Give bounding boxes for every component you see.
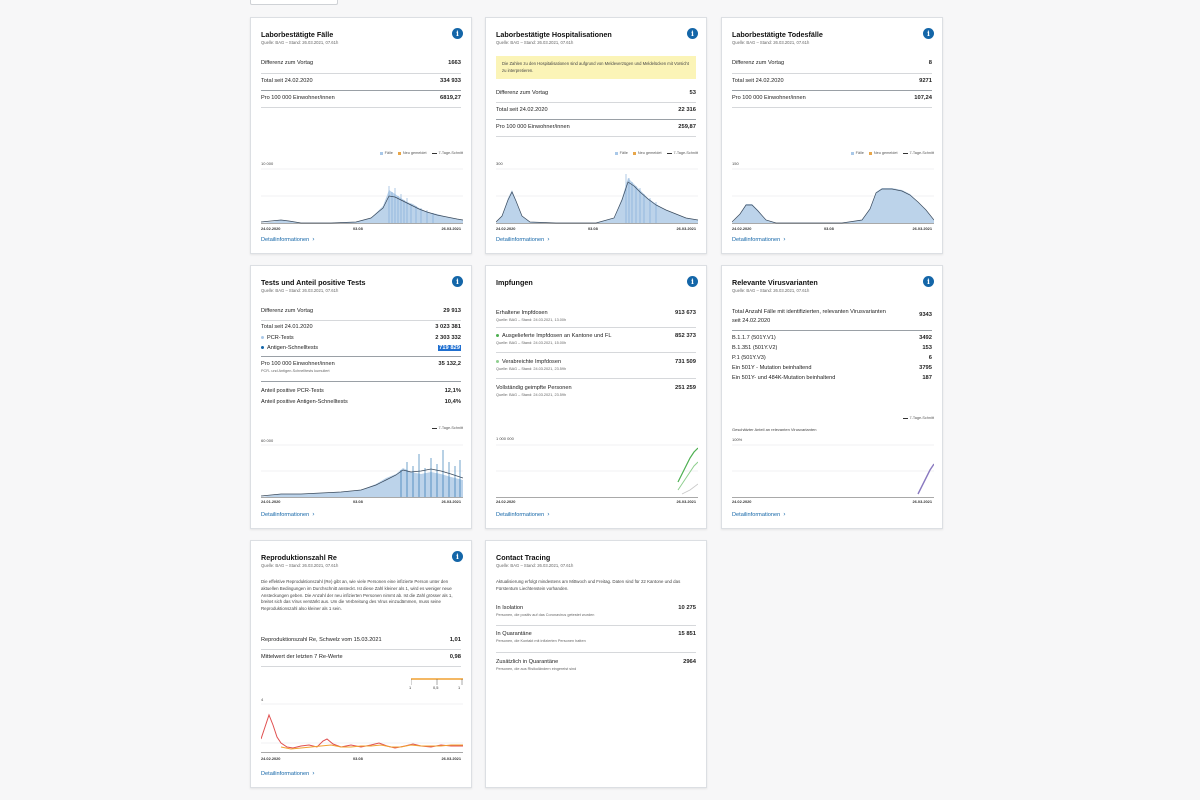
warning-note: Die Zahlen zu den Hospitalisationen sind… [496,56,696,79]
info-icon[interactable]: i [687,28,698,39]
chart-ymax: 300 [496,161,503,166]
row-pcr: PCR-Tests 2 303 332 [261,335,461,341]
top-button[interactable] [250,0,338,5]
info-icon[interactable]: i [923,28,934,39]
row-diff: Differenz zum Vortag 1663 [261,60,461,66]
card-title: Reproduktionszahl Re [261,553,337,562]
row-extra-quarantine: Zusätzlich in Quarantäne Personen, die au… [496,659,696,671]
row-diff: Differenz zum Vortag 8 [732,60,932,66]
row-total: Total seit 24.01.2020 3 023 381 [261,324,461,330]
row-variant-1: B.1.1.7 (501Y.V1) 3492 [732,335,932,341]
chart-legend: Fälle Neu gemeldet 7-Tage-Schnitt [614,151,698,155]
row-pos-antigen: Anteil positive Antigen-Schnelltests 10,4… [261,399,461,405]
card-contact-tracing: Contact Tracing Quelle: BAG – Stand: 26.… [485,540,707,788]
card-source: Quelle: BAG – Stand: 26.03.2021, 07.61h [496,40,574,45]
card-deaths: Laborbestätigte Todesfälle Quelle: BAG –… [721,17,943,254]
card-title: Laborbestätigte Hospitalisationen [496,30,612,39]
contact-description: Aktualisierung erfolgt mindestens am Mit… [496,579,681,591]
cases-chart [261,168,463,224]
card-title: Relevante Virusvarianten [732,278,818,287]
card-hospitalisations: Laborbestätigte Hospitalisationen Quelle… [485,17,707,254]
row-quarantine: In Quarantäne Personen, die Kontakt mit i… [496,631,696,643]
info-icon[interactable]: i [452,28,463,39]
card-source: Quelle: BAG – Stand: 26.03.2021, 07.61h [732,40,810,45]
row-variant-4: Ein 501Y - Mutation beinhaltend 3795 [732,365,932,371]
info-icon[interactable]: i [452,276,463,287]
row-pos-pcr: Anteil positive PCR-Tests 12,1% [261,388,461,394]
card-title: Tests und Anteil positive Tests [261,278,366,287]
detail-link[interactable]: Detailinformationen › [261,236,315,243]
row-per100: Pro 100 000 Einwohner/innen 6819,27 [261,95,461,101]
chart-title: Geschätzter Anteil an relevanten Virusva… [732,427,817,432]
row-antigen: Antigen-Schnelltests 719 829 [261,345,461,351]
chart-legend: 7-Tage-Schnitt [902,416,934,420]
row-total: Total Anzahl Fälle mit identifizierten, … [732,309,932,324]
row-variant-2: B.1.351 (501Y.V2) 153 [732,345,932,351]
row-re: Reproduktionszahl Re, Schwelz vom 15.03.… [261,637,461,643]
tests-chart [261,444,463,498]
info-icon[interactable]: i [452,551,463,562]
card-source: Quelle: BAG – Stand: 26.03.2021, 07.61h [732,288,810,293]
chart-ymax: 1 000 000 [496,436,514,441]
card-source: Quelle: BAG – Stand: 26.03.2021, 07.61h [261,40,339,45]
chart-ymax: 100% [732,437,743,442]
deaths-chart [732,168,934,224]
row-fully: Vollständig geimpfte Personen Quelle: BAG… [496,385,696,397]
row-diff: Differenz zum Vortag 29 913 [261,308,461,314]
chart-legend: Fälle Neu gemeldet 7-Tage-Schnitt [379,151,463,155]
card-source: Quelle: BAG – Stand: 26.03.2021, 07.61h [496,563,574,568]
row-per100: Pro 100 000 Einwohner/innen 107,24 [732,95,932,101]
row-delivered: Ausgelieferte Impfdosen an Kantone und F… [496,333,696,345]
hosp-chart [496,168,698,224]
info-icon[interactable]: i [923,276,934,287]
info-icon[interactable]: i [687,276,698,287]
chart-ymax: 10 000 [261,161,274,166]
row-variant-3: P.1 (501Y.V3) 6 [732,355,932,361]
row-total: Total seit 24.02.2020 9271 [732,78,932,84]
variants-chart [732,444,934,498]
card-source: Quelle: BAG – Stand: 26.03.2021, 07.61h [261,288,339,293]
row-re-mean: Mittelwert der letzten 7 Re-Werte 0,98 [261,654,461,660]
re-chart [261,703,463,753]
card-reproduction: Reproduktionszahl Re Quelle: BAG – Stand… [250,540,472,788]
row-per100: Pro 100 000 Einwohner/innen 259,87 [496,124,696,130]
row-total: Total seit 24.02.2020 334 933 [261,78,461,84]
card-title: Laborbestätigte Todesfälle [732,30,823,39]
card-title: Impfungen [496,278,533,287]
detail-link[interactable]: Detailinformationen › [261,770,315,777]
row-received: Erhaltene Impfdosen Quelle: BAG – Stand: … [496,310,696,322]
row-per100: Pro 100 000 Einwohner/innen PCR- und Anti… [261,361,461,373]
detail-link[interactable]: Detailinformationen › [732,236,786,243]
card-source: Quelle: BAG – Stand: 26.03.2021, 07.61h [261,563,339,568]
detail-link[interactable]: Detailinformationen › [496,511,550,518]
detail-link[interactable]: Detailinformationen › [732,511,786,518]
chart-ymax: 150 [732,161,739,166]
card-vaccinations: Impfungen i Erhaltene Impfdosen Quelle: B… [485,265,707,529]
detail-link[interactable]: Detailinformationen › [496,236,550,243]
vacc-chart [496,444,698,498]
row-variant-5: Ein 501Y- und 484K-Mutation beinhaltend 1… [732,375,932,381]
re-description: Die effektive Reproduktionszahl (Re) gib… [261,579,453,612]
re-scale-legend [411,678,463,685]
card-title: Contact Tracing [496,553,551,562]
chart-legend: 7-Tage-Schnitt [431,426,463,430]
card-cases: Laborbestätigte Fälle Quelle: BAG – Stan… [250,17,472,254]
chart-ymax: 4 [261,697,264,702]
card-tests: Tests und Anteil positive Tests Quelle: … [250,265,472,529]
row-total: Total seit 24.02.2020 22 316 [496,107,696,113]
detail-link[interactable]: Detailinformationen › [261,511,315,518]
card-title: Laborbestätigte Fälle [261,30,334,39]
row-administered: Verabreichte Impfdosen Quelle: BAG – Stan… [496,359,696,371]
row-diff: Differenz zum Vortag 53 [496,90,696,96]
row-isolation: In Isolation Personen, die positiv auf da… [496,605,696,617]
card-variants: Relevante Virusvarianten Quelle: BAG – S… [721,265,943,529]
chart-legend: Fälle Neu gemeldet 7-Tage-Schnitt [850,151,934,155]
chart-ymax: 60 000 [261,438,274,443]
